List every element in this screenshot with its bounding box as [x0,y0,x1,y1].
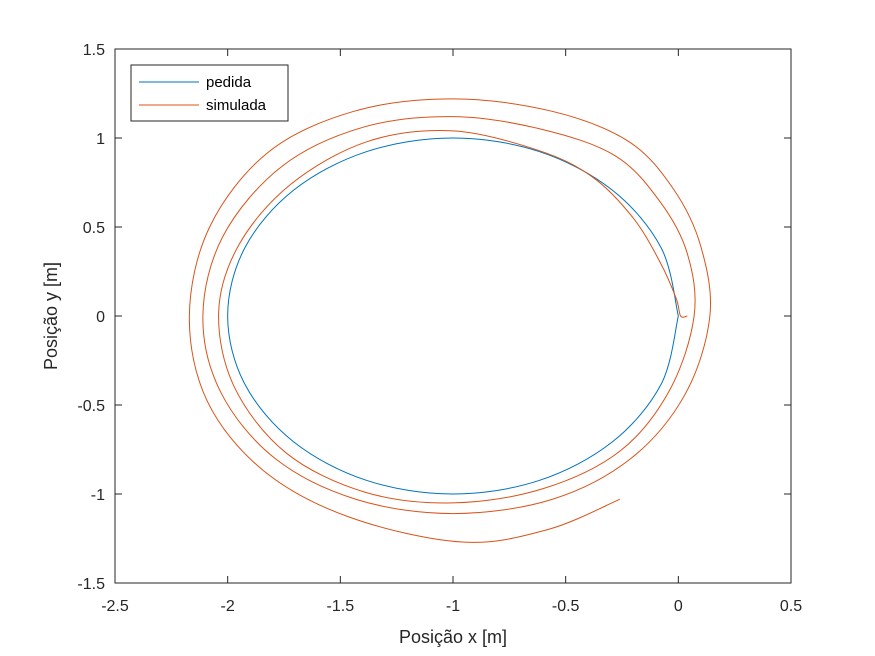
legend-label-simulada: simulada [206,97,267,114]
ticks-layer: -2.5 -2 -1.5 -1 -0.5 0 0.5 -1.5 -1 -0.5 0 0.5 1 1.5 [77,42,802,615]
x-tick-label: -2.5 [101,598,129,615]
y-tick-label: 1 [96,131,105,148]
y-tick-label: 0 [96,309,105,326]
x-tick-label: 0 [674,598,683,615]
y-tick-label: -0.5 [77,398,105,415]
series-line-simulada [188,98,711,543]
x-tick-label: -1 [446,598,460,615]
legend-label-pedida: pedida [206,74,252,91]
y-tick-label: -1 [91,487,105,504]
series-line-pedida [227,137,679,495]
x-tick-label: -1.5 [327,598,355,615]
y-tick-label: -1.5 [77,576,105,593]
y-tick-label: 1.5 [83,42,105,59]
x-tick-label: -2 [221,598,235,615]
y-axis-label: Posição y [m] [41,262,61,370]
y-tick-label: 0.5 [83,220,105,237]
x-tick-label: -0.5 [552,598,580,615]
legend: pedida simulada [130,64,289,122]
x-axis-label: Posição x [m] [399,627,507,647]
legend-box [130,64,289,122]
x-tick-label: 0.5 [780,598,802,615]
series-layer [188,98,711,543]
